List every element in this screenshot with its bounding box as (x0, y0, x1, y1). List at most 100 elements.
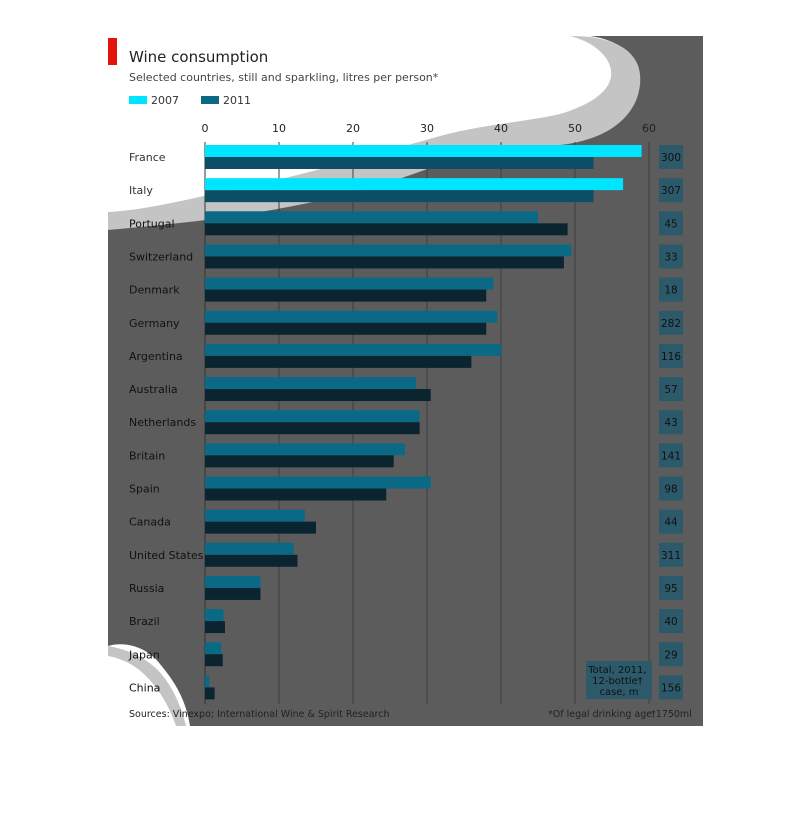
total-cases-value: 98 (664, 484, 677, 496)
total-cases-value: 300 (661, 152, 681, 164)
total-cases-value: 282 (661, 318, 681, 330)
bar-2011 (205, 621, 225, 634)
bar-2007 (205, 310, 498, 323)
category-label: Germany (129, 317, 180, 330)
total-cases-value: 57 (664, 384, 677, 396)
bar-2011 (205, 355, 472, 368)
bar-2011 (205, 488, 387, 501)
total-cases-box (659, 509, 683, 534)
category-label: United States (129, 549, 204, 562)
bars (205, 145, 642, 700)
total-cases-box (659, 542, 683, 567)
x-tick-label: 20 (346, 122, 360, 135)
bar-2011 (205, 223, 568, 236)
bar-2007 (205, 377, 416, 390)
bar-2007 (205, 211, 538, 224)
total-cases-header-box (586, 661, 652, 699)
category-label: Brazil (129, 615, 160, 628)
category-label: Russia (129, 582, 164, 595)
category-label: Britain (129, 449, 165, 462)
bar-2011 (205, 322, 487, 335)
total-cases-value: 18 (664, 285, 677, 297)
bar-2011 (205, 521, 316, 534)
legend-swatch-2007 (129, 96, 147, 104)
bar-2007 (205, 178, 624, 191)
bar-2007 (205, 277, 494, 290)
total-cases-header-label: Total, 2011, 12-bottle† case, m (587, 665, 650, 698)
category-label: Italy (129, 184, 153, 197)
total-cases-value: 44 (664, 517, 678, 529)
bar-2007 (205, 509, 305, 522)
white-cloud-shape (108, 36, 632, 216)
chart-subtitle: Selected countries, still and sparkling,… (129, 71, 439, 84)
total-cases-box (659, 575, 683, 600)
bar-2011 (205, 687, 215, 700)
category-label: Argentina (129, 350, 183, 363)
bar-2011 (205, 587, 261, 600)
category-labels: France Italy Portugal Switzerland Denmark Ger… (128, 151, 204, 694)
category-label: Portugal (129, 217, 175, 230)
footer-note: *Of legal drinking age (548, 709, 652, 720)
category-label: France (129, 151, 166, 164)
x-tick-label: 40 (494, 122, 508, 135)
total-cases-value: 29 (664, 649, 677, 661)
x-axis-ticks: 0 10 20 30 40 50 60 (202, 122, 657, 135)
category-label: Spain (129, 483, 160, 496)
x-tick-label: 30 (420, 122, 434, 135)
total-cases-column: 300 307 45 33 18 282 116 57 43 141 98 44 311 95 40 29 15… (659, 145, 683, 700)
total-cases-box (659, 675, 683, 700)
total-cases-value: 311 (661, 550, 681, 562)
bar-2007 (205, 244, 572, 257)
category-label: Canada (129, 516, 171, 529)
legend-swatch-2011 (201, 96, 219, 104)
category-label: Australia (129, 383, 178, 396)
total-cases-box (659, 343, 683, 368)
bar-2011 (205, 289, 487, 302)
bar-2011 (205, 455, 394, 468)
legend-label-2011: 2011 (223, 94, 251, 107)
total-cases-value: 95 (664, 583, 677, 595)
bar-2007 (205, 443, 405, 456)
bar-2007 (205, 343, 501, 356)
category-label: Japan (128, 648, 160, 661)
total-cases-box (659, 244, 683, 269)
footer-sources: Sources: Vinexpo; International Wine & S… (129, 709, 389, 720)
total-cases-box (659, 178, 683, 203)
x-tick-label: 60 (642, 122, 656, 135)
total-cases-value: 40 (664, 616, 677, 628)
bar-2011 (205, 554, 298, 567)
bottom-left-grey-wave (108, 646, 186, 726)
bar-2007 (205, 410, 420, 423)
chart-title: Wine consumption (129, 48, 268, 66)
total-cases-value: 116 (661, 351, 681, 363)
total-cases-value: 307 (661, 185, 681, 197)
bar-2007 (205, 476, 431, 489)
category-label: Switzerland (129, 250, 193, 263)
bar-2007 (205, 675, 210, 688)
grey-wave-shape (108, 36, 641, 230)
total-cases-box (659, 476, 683, 501)
x-tick-label: 0 (202, 122, 209, 135)
category-label: Denmark (129, 284, 180, 297)
total-cases-box (659, 377, 683, 402)
footer-bottle-note: †1750ml (651, 709, 692, 720)
total-cases-box (659, 609, 683, 634)
total-cases-value: 156 (661, 682, 681, 694)
bar-2011 (205, 654, 223, 667)
bar-2011 (205, 389, 431, 402)
total-cases-box (659, 277, 683, 302)
category-label: Netherlands (129, 416, 196, 429)
total-cases-box (659, 310, 683, 335)
legend-label-2007: 2007 (151, 94, 179, 107)
total-cases-box (659, 410, 683, 435)
total-cases-value: 45 (664, 218, 677, 230)
bar-2011 (205, 422, 420, 435)
total-cases-box (659, 211, 683, 236)
x-tick-label: 10 (272, 122, 286, 135)
total-cases-value: 141 (661, 450, 681, 462)
category-label: China (129, 681, 160, 694)
total-cases-box (659, 642, 683, 667)
bar-2007 (205, 609, 224, 622)
total-cases-box (659, 145, 683, 169)
